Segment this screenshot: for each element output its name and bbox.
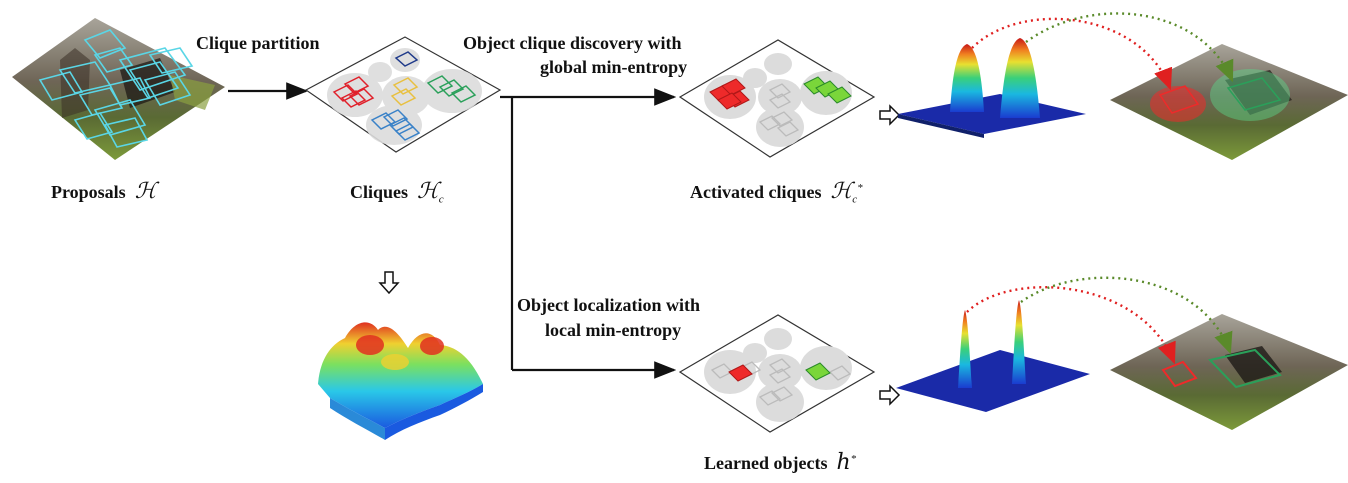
- learned-symbol: h: [836, 450, 851, 475]
- hollow-arrow-bottom: [879, 384, 901, 406]
- result-image-top: [1110, 44, 1348, 160]
- activated-text: Activated cliques: [690, 182, 822, 202]
- localization-label-line1: Object localization with: [517, 295, 700, 315]
- cliques-symbol: ℋ: [417, 179, 439, 204]
- cliques-panel: [304, 36, 502, 153]
- branch-arrows: [500, 88, 677, 379]
- proposals-image: [12, 18, 225, 160]
- proposals-caption: Proposals ℋ: [51, 181, 156, 203]
- discovery-label-line2: global min-entropy: [540, 57, 688, 77]
- heatmap-local: [896, 300, 1090, 412]
- learned-caption: Learned objects h*: [704, 452, 856, 474]
- dotted-arrow-red-bottom: [966, 286, 1176, 365]
- hollow-arrow-top: [879, 104, 901, 126]
- dotted-arrow-red-top: [971, 17, 1173, 91]
- cliques-subscript: c: [438, 193, 444, 206]
- dotted-arrow-green-top: [1025, 12, 1234, 83]
- activated-caption: Activated cliques ℋc*: [690, 181, 863, 206]
- heatmap-global: [898, 38, 1086, 138]
- activated-subscript: c: [852, 193, 858, 206]
- learned-superscript: *: [850, 453, 857, 465]
- activated-cliques-panel: [678, 39, 876, 158]
- proposals-symbol: ℋ: [134, 179, 157, 204]
- result-image-bottom: [1110, 314, 1348, 430]
- dotted-arrow-green-bottom: [1020, 276, 1233, 355]
- activated-symbol: ℋ: [830, 179, 853, 204]
- entropy-surface: [318, 322, 483, 440]
- localization-label-line2: local min-entropy: [545, 320, 682, 340]
- activated-superscript: *: [857, 182, 863, 194]
- learned-text: Learned objects: [704, 453, 828, 473]
- clique-partition-label: Clique partition: [196, 33, 320, 53]
- hollow-arrow-down: [378, 271, 400, 295]
- learned-objects-panel: [678, 314, 876, 433]
- cliques-caption: Cliques ℋc: [350, 181, 444, 206]
- cliques-text: Cliques: [350, 182, 409, 202]
- discovery-label-line1: Object clique discovery with: [463, 33, 682, 53]
- proposals-text: Proposals: [51, 182, 126, 202]
